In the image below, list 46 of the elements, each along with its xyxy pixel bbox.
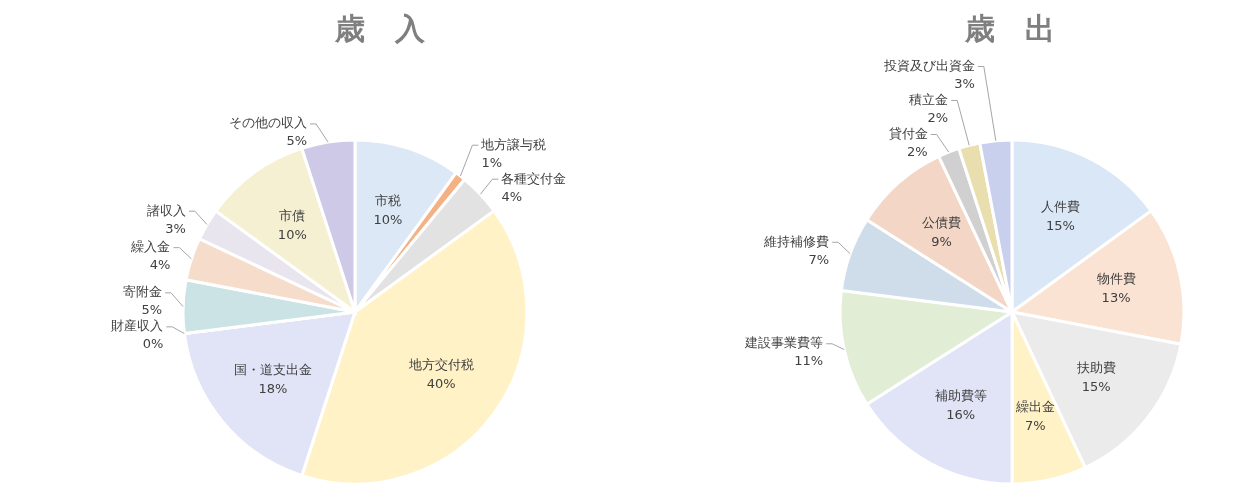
category-label: 諸収入 [146,202,186,218]
value-label: 5% [141,302,163,318]
category-label: 建設事業費等 [745,335,824,351]
category-label: 繰出金 [1015,398,1055,414]
category-label: 物件費 [1096,271,1136,287]
value-label: 2% [927,110,949,125]
value-label: 4% [149,257,171,273]
value-label: 2% [907,144,928,159]
value-label: 10% [373,212,403,228]
title: 歳 出 [965,10,1055,46]
value-label: 3% [165,220,186,236]
value-label: 3% [954,76,975,91]
category-label: 市税 [374,193,401,209]
category-label: 投資及び出資金 [883,58,975,73]
value-label: 7% [1024,417,1046,433]
category-label: 地方交付税 [408,357,474,373]
title: 歳 入 [335,10,425,46]
category-label: 寄附金 [123,284,163,300]
value-label: 9% [931,233,952,249]
value-label: 10% [277,227,307,243]
category-label: 地方譲与税 [481,136,547,152]
category-label: 国・道支出金 [233,362,312,378]
value-label: 15% [1045,218,1075,234]
value-label: 40% [426,376,456,392]
category-label: 貸付金 [888,126,928,141]
category-label: 公債費 [922,214,961,230]
category-label: 積立金 [909,92,949,107]
category-label: 人件費 [1040,199,1080,215]
category-label: 維持補修費 [764,233,830,249]
value-label: 11% [794,353,824,369]
value-label: 5% [286,133,308,149]
value-label: 16% [946,406,976,422]
value-label: 18% [258,381,288,397]
category-label: 繰入金 [131,239,171,255]
value-label: 0% [142,336,164,352]
category-label: 扶助費 [1076,359,1116,375]
category-label: 補助費等 [934,387,987,403]
value-label: 15% [1081,378,1111,394]
category-label: 財産収入 [111,318,164,334]
value-label: 1% [481,154,503,170]
category-label: 市債 [279,208,306,224]
value-label: 7% [808,251,830,267]
category-label: 各種交付金 [501,170,567,186]
category-label: その他の収入 [229,115,308,131]
value-label: 13% [1101,290,1131,306]
value-label: 4% [501,188,522,204]
